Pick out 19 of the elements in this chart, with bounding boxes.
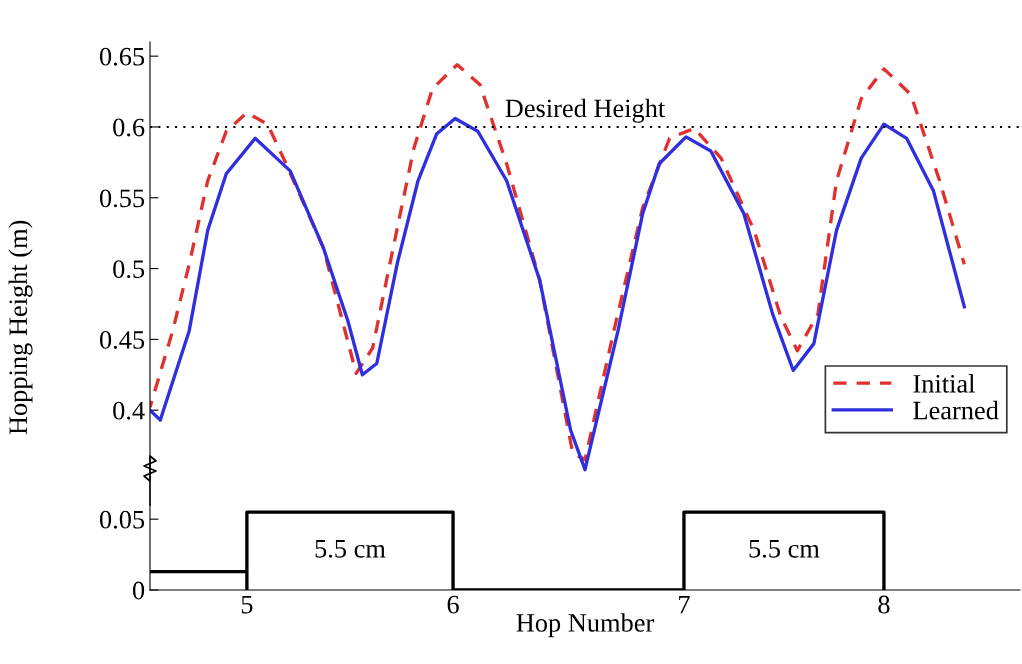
x-tick-label: 5 (241, 595, 253, 614)
y-tick-label: 0.45 (99, 330, 145, 349)
y-tick-label: 0.4 (113, 401, 145, 420)
legend-label: Initial (913, 374, 975, 393)
ref-line-label: Desired Height (505, 98, 666, 123)
y-tick-label: 0.5 (113, 260, 145, 279)
y-tick-label: 0.55 (99, 189, 145, 208)
x-tick-label: 7 (679, 595, 690, 614)
annotation: 5.5 cm (749, 540, 820, 558)
y-tick-label: 0 (132, 581, 145, 600)
x-tick-label: 6 (447, 595, 459, 614)
legend-label: Learned (913, 400, 999, 420)
y-axis-title: Hopping Height (m) (8, 220, 33, 435)
annotation: 5.5 cm (315, 540, 386, 558)
x-axis-title: Hop Number (516, 613, 655, 638)
y-tick-label: 0.6 (113, 118, 145, 137)
y-tick-label: 0.05 (99, 510, 145, 529)
y-tick-label: 0.65 (99, 47, 145, 66)
x-tick-label: 8 (878, 595, 890, 614)
